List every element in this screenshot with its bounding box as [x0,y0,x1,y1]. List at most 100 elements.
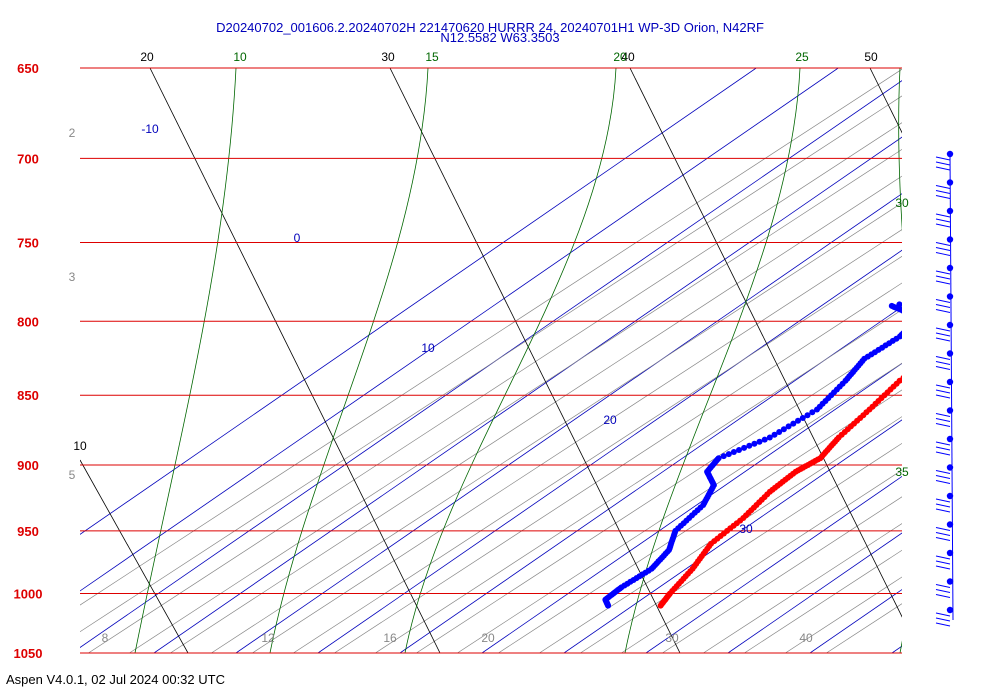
dewpoint-trace-point [911,320,917,326]
pressure-label: 800 [17,314,39,329]
wind-barb-flag [935,332,951,337]
wind-barb-flag [935,275,951,280]
dry-adiabat-label: 50 [864,50,878,64]
dewpoint-trace-point [927,295,933,301]
dewpoint-trace-point [909,314,915,320]
wind-barb-flag [935,594,951,598]
wind-barb-point [946,150,954,158]
temperature-trace-point [950,336,956,342]
mixing-ratio-line [580,442,902,653]
dewpoint-trace-point [730,449,737,455]
dewpoint-trace-point [790,420,797,427]
mixing-ratio-line [129,148,902,653]
dewpoint-trace-point [908,323,914,329]
moist-adiabat-label: 15 [425,50,439,64]
chart-title-line2: N12.5582 W63.3503 [440,30,559,45]
dewpoint-trace-point [736,447,742,453]
temperature-trace-point [982,312,988,318]
temperature-trace-point [990,306,996,312]
dewpoint-trace-point [986,280,992,286]
pressure-label: 700 [17,151,39,166]
wind-barb-point [946,350,954,357]
dewpoint-trace-point [901,330,902,334]
isotherm-label: 0 [294,231,301,245]
wind-barb-point [946,293,954,300]
wind-barb-flag [935,247,951,251]
footer-text: Aspen V4.0.1, 02 Jul 2024 00:32 UTC [6,672,225,687]
dewpoint-trace-point [725,451,732,458]
mixing-ratio-label: 8 [102,631,109,645]
dewpoint-trace-point [795,417,801,424]
wind-barb-flag [935,451,951,456]
wind-barb-flag [935,565,951,570]
wind-barb-flag [935,304,951,308]
dewpoint-trace-point [919,297,925,303]
temperature-trace-point [942,342,948,348]
dewpoint-trace-point [910,315,916,321]
mixing-ratio-label: 2 [69,126,76,140]
dewpoint-trace-point [910,315,916,321]
dewpoint-trace-point [911,317,917,323]
wind-staff [949,153,954,621]
dewpoint-trace-point [908,312,914,318]
temperature-trace-point [995,303,1000,309]
moist-adiabat-line [134,68,237,653]
pressure-label: 1000 [14,586,43,601]
temperature-trace-point [908,369,914,375]
wind-barb-flag [935,161,951,166]
dewpoint-trace-point [905,310,911,316]
dewpoint-trace-point [903,327,909,333]
wind-barb-flag [935,337,951,342]
wind-barb-flag [935,223,951,228]
dewpoint-trace-point [799,415,806,421]
wind-barb-flag [935,584,951,588]
mixing-ratio-label: 12 [261,631,275,645]
isotherm-line [645,475,902,653]
dewpoint-trace-point [776,429,783,435]
isotherm-label: -10 [141,122,159,136]
dewpoint-trace-point [901,309,902,313]
isotherm-label: 10 [421,341,435,355]
temperature-trace-point [934,348,940,354]
dewpoint-trace-point [766,434,773,441]
mixing-ratio-line [498,389,902,653]
wind-barb-point [946,378,954,386]
dewpoint-trace-point [909,313,915,319]
dewpoint-trace-point [912,298,918,304]
mixing-ratio-label: 3 [69,270,76,284]
mixing-ratio-line [88,122,902,653]
temperature-trace-point [969,321,975,327]
isotherm-line [235,193,902,653]
dewpoint-trace-point [741,444,748,451]
dewpoint-trace-point [982,281,988,287]
mixing-ratio-label: 40 [799,631,813,645]
dry-adiabat-line [389,68,681,653]
moist-adiabat-label: 35 [895,465,909,479]
mixing-ratio-line [621,469,902,653]
wind-barb-flag [935,480,951,484]
mixing-ratio-line [80,95,902,633]
dewpoint-trace-point [905,326,911,332]
wind-barb-point [946,464,954,471]
wind-barb-flag [935,166,951,171]
wind-barb-flag [935,213,951,218]
mixing-ratio-label: 30 [665,631,679,645]
dewpoint-trace-point [994,276,1000,282]
wind-barb-flag [935,589,951,593]
pressure-label: 850 [17,388,39,403]
dewpoint-trace-point [785,423,792,430]
mixing-ratio-line [293,255,902,653]
wind-barb-point [946,236,954,243]
dewpoint-trace-point [804,412,811,419]
dry-adiabat-label: 20 [140,50,154,64]
dewpoint-trace-point [780,426,787,433]
dry-adiabat-line [149,68,441,653]
wind-barb-point [946,549,954,557]
wind-barb-flag [935,441,951,446]
dewpoint-trace-point [906,324,912,330]
wind-barb-flag [935,190,951,194]
dewpoint-trace-point [912,318,918,324]
pressure-label: 1050 [14,646,43,661]
wind-barb-point [946,492,954,500]
temperature-trace-point [904,372,910,378]
